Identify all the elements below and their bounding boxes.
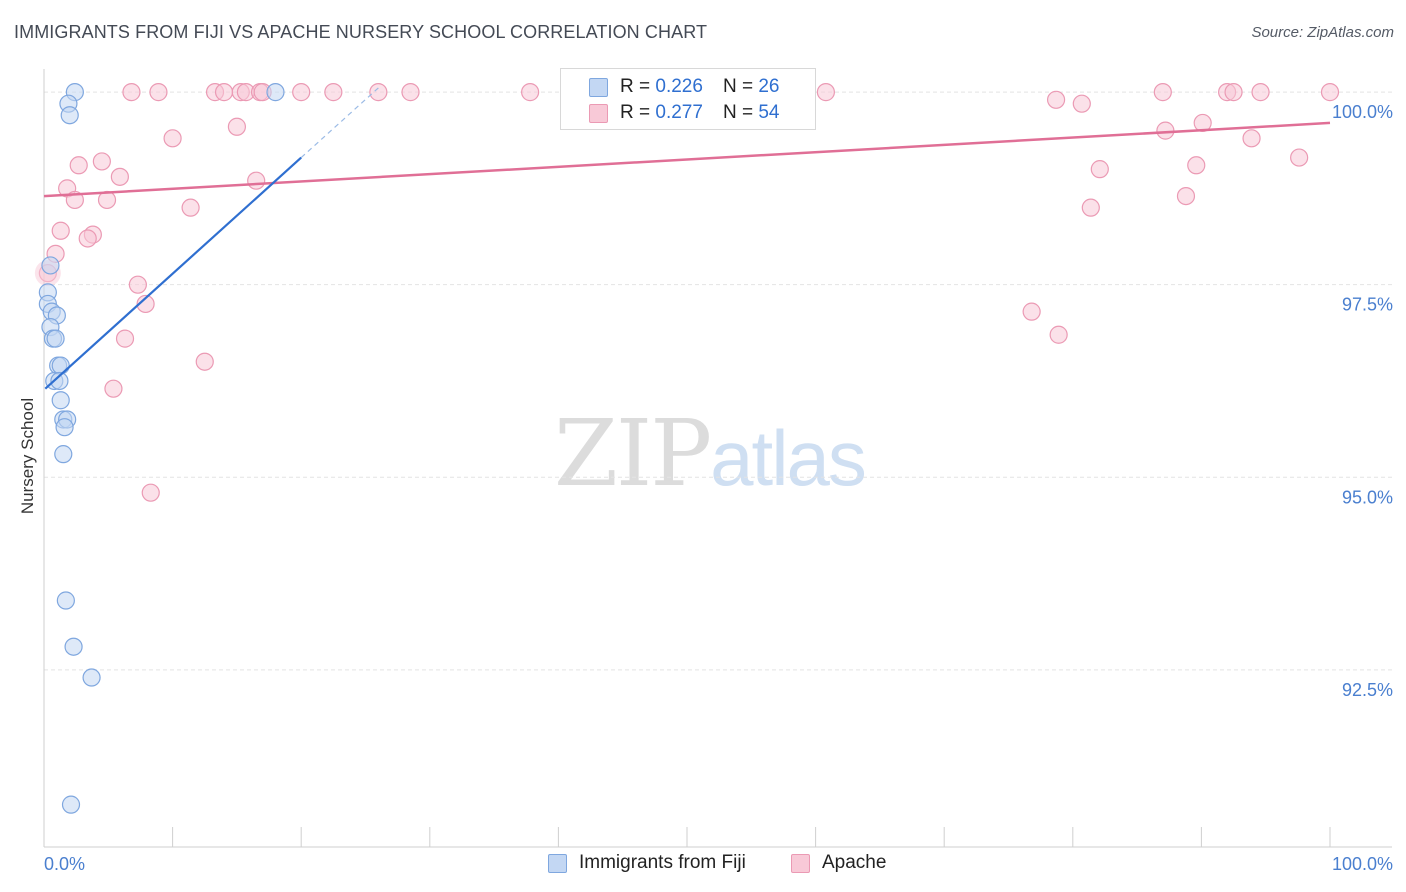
- fiji-point-3: [60, 106, 79, 125]
- correlation-legend: R = 0.226 N = 26 R = 0.277 N = 54: [560, 68, 816, 130]
- apache-point-18: [1251, 83, 1270, 102]
- fiji-point-22: [64, 637, 83, 656]
- fiji-point-21: [56, 591, 75, 610]
- apache-point-3: [214, 83, 234, 102]
- apache-legend-label: Apache: [822, 852, 887, 873]
- apache-point-14: [816, 83, 835, 102]
- apache-point-19: [1320, 83, 1340, 102]
- trend-lines: [43, 87, 1331, 390]
- y-tick-label-0: 100.0%: [1332, 102, 1393, 122]
- fiji-r-label: R =: [620, 76, 651, 97]
- y-tick-label-2: 95.0%: [1342, 487, 1393, 507]
- apache-point-15: [1153, 83, 1172, 102]
- x-tick-label-0: 0.0%: [44, 854, 85, 874]
- fiji-r-value: 0.226: [655, 76, 703, 97]
- fiji-point-19: [55, 418, 74, 437]
- apache-point-8: [292, 83, 311, 102]
- fiji-trend-line: [44, 156, 302, 390]
- apache-point-51: [104, 379, 123, 398]
- apache-point-27: [1290, 148, 1309, 167]
- apache-point-1: [149, 83, 168, 102]
- apache-point-12: [521, 83, 540, 102]
- fiji-legend-swatch: [548, 853, 567, 873]
- apache-point-10: [369, 83, 388, 102]
- apache-point-45: [128, 275, 147, 294]
- gridlines: [44, 91, 1392, 671]
- apache-point-48: [1049, 325, 1068, 344]
- apache-point-39: [1081, 198, 1100, 217]
- tick-labels: 100.0% 97.5% 95.0% 92.5% 0.0% 100.0%: [44, 102, 1393, 874]
- apache-point-52: [141, 483, 160, 502]
- legend-row-fiji: R = 0.226 N = 26: [561, 75, 779, 99]
- legend-item-apache[interactable]: Apache: [791, 852, 886, 874]
- apache-point-35: [1176, 186, 1196, 206]
- fiji-point-15: [50, 371, 69, 391]
- apache-point-28: [92, 152, 111, 171]
- apache-point-0: [122, 83, 141, 102]
- fiji-point-1: [266, 83, 285, 102]
- apache-point-20: [1046, 90, 1066, 109]
- legend-item-fiji[interactable]: Immigrants from Fiji: [548, 852, 746, 874]
- apache-point-11: [401, 83, 420, 102]
- apache-n-value: 54: [758, 102, 780, 123]
- fiji-legend-label: Immigrants from Fiji: [579, 852, 746, 873]
- fiji-points: [38, 83, 285, 814]
- apache-swatch: [589, 103, 608, 123]
- source-credit: Source: ZipAtlas.com: [1251, 24, 1394, 41]
- apache-r-value: 0.277: [655, 102, 703, 123]
- fiji-point-11: [46, 329, 65, 348]
- apache-point-49: [115, 329, 135, 348]
- apache-point-17: [1224, 83, 1243, 102]
- apache-point-24: [1156, 121, 1175, 140]
- apache-point-30: [1187, 156, 1206, 175]
- apache-point-50: [195, 352, 214, 371]
- y-tick-label-3: 92.5%: [1342, 680, 1393, 700]
- fiji-point-24: [61, 795, 81, 814]
- apache-point-31: [1090, 160, 1109, 179]
- legend-row-apache: R = 0.277 N = 54: [561, 101, 779, 125]
- x-tick-label-1: 100.0%: [1332, 854, 1393, 874]
- apache-point-42: [78, 229, 97, 248]
- apache-point-29: [69, 156, 88, 175]
- apache-point-25: [163, 129, 182, 148]
- fiji-point-16: [51, 391, 70, 410]
- apache-point-32: [110, 167, 129, 186]
- fiji-point-13: [51, 356, 70, 375]
- apache-point-47: [1022, 302, 1041, 321]
- axes: [43, 69, 1392, 848]
- apache-point-23: [227, 117, 246, 136]
- y-tick-label-1: 97.5%: [1342, 295, 1393, 315]
- apache-point-40: [51, 221, 70, 240]
- apache-points: [34, 83, 1340, 502]
- apache-point-22: [1193, 113, 1212, 133]
- fiji-point-4: [41, 256, 60, 275]
- chart-title: IMMIGRANTS FROM FIJI VS APACHE NURSERY S…: [14, 22, 708, 42]
- apache-point-33: [247, 171, 266, 190]
- apache-point-38: [181, 198, 200, 217]
- fiji-swatch: [589, 77, 608, 97]
- series-legend: Immigrants from Fiji Apache: [0, 852, 1406, 878]
- apache-legend-swatch: [791, 853, 810, 873]
- apache-point-21: [1072, 94, 1091, 113]
- apache-n-label: N =: [722, 102, 754, 123]
- fiji-n-value: 26: [758, 76, 780, 97]
- apache-r-label: R =: [620, 102, 651, 123]
- apache-point-9: [324, 83, 343, 102]
- fiji-point-20: [54, 445, 73, 464]
- fiji-point-23: [82, 668, 101, 687]
- apache-point-26: [1242, 129, 1261, 148]
- apache-point-46: [136, 294, 155, 314]
- apache-trend-line: [43, 121, 1331, 198]
- fiji-n-label: N =: [722, 76, 754, 97]
